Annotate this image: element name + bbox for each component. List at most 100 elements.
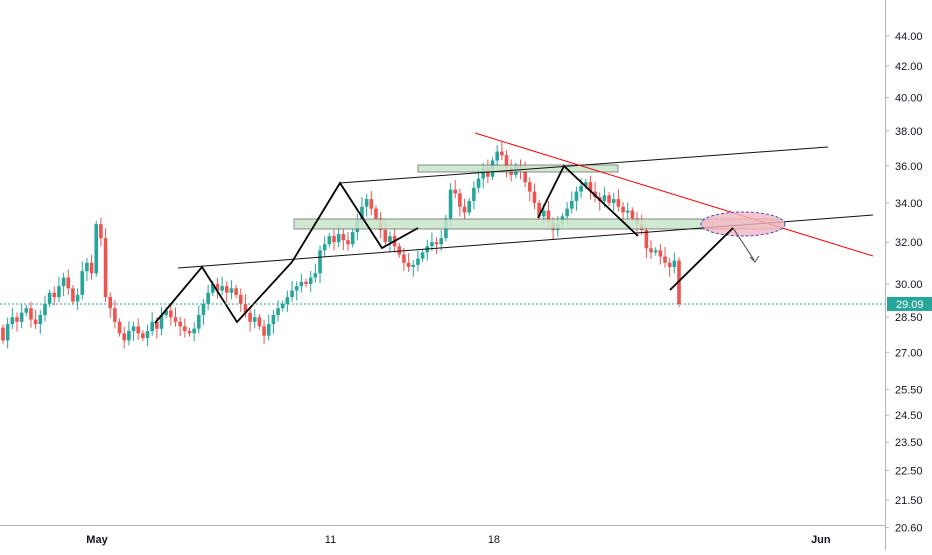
candle [266,314,271,341]
candle [416,250,420,272]
candle [332,229,336,251]
candle-body [495,151,499,161]
candle-body [47,292,52,304]
candle [649,240,653,259]
upper-channel-line [339,146,829,184]
candle-body [420,252,425,259]
candle-body [136,326,140,334]
candle-body [187,331,192,334]
candle-body [159,314,164,329]
candle-body [5,324,10,341]
target-ellipse [700,211,786,237]
candle-body [430,242,434,247]
drawings-layer [0,132,885,324]
candle-body [504,155,509,168]
candle-body [290,290,294,298]
candle [103,228,108,302]
candle-body [183,326,187,332]
candle-body [406,262,411,267]
candle [99,217,103,247]
descending-trendline [474,132,874,257]
candle-body [238,294,243,304]
candle [588,175,593,200]
candle [24,304,29,316]
y-tick-label: 23.50 [895,437,923,449]
candle [434,237,439,254]
candle [294,281,299,301]
candle-body [439,238,444,245]
candle [192,322,196,342]
candle [224,281,229,303]
candle [117,318,122,337]
candle-body [476,178,481,188]
candle-body [374,208,378,219]
candle [663,246,667,268]
candle-body [537,202,541,217]
candle [402,247,406,271]
candle-body [672,260,677,267]
candle-body [611,199,616,203]
candle-body [364,199,369,207]
candle [280,300,285,312]
projection-down [732,227,755,261]
candle-body [346,240,350,245]
price-axis-bg [885,0,932,550]
candle [327,232,332,248]
candle-body [481,167,485,179]
candle [644,225,649,259]
y-tick-label: 22.50 [895,465,923,477]
x-tick-label: May [86,534,108,546]
candle-body [10,317,15,325]
candle [346,232,350,251]
candle-body [280,303,285,309]
candle-body [38,314,43,325]
candle [658,243,663,265]
candle-body [667,262,672,267]
candle-body [224,286,229,293]
candle-body [271,314,276,325]
y-tick-label: 30.00 [895,279,923,291]
candle [257,314,262,330]
candle-body [467,200,472,213]
candle [15,312,19,332]
candle [290,280,294,302]
candle-body [411,264,416,267]
candle [569,191,574,214]
candle-body [127,331,131,341]
candle [458,188,462,217]
candle [528,177,532,202]
candle-body [1,327,5,341]
candle-body [523,171,527,183]
candle [271,310,276,334]
candle-body [131,326,136,332]
candle-body [262,326,266,336]
candle-body [472,187,476,201]
candle-body [332,236,336,243]
candle [229,280,234,300]
candle-body [644,230,649,249]
candle [625,202,630,220]
candle [430,232,434,252]
candle [341,229,346,250]
candle-body [99,224,103,239]
candle-body [178,321,182,327]
candle-body [542,210,546,217]
y-tick-label: 34.00 [895,198,923,210]
candle [611,192,616,212]
candle-body [607,195,611,203]
y-tick-label: 20.60 [895,523,923,535]
candle [220,276,224,296]
candle-body [248,312,252,322]
candle [308,271,313,293]
candle-body [206,292,210,304]
candle [350,228,355,248]
candle-body [579,185,583,192]
candle [420,249,425,262]
y-tick-label: 40.00 [895,93,923,105]
candle [364,194,369,217]
wave-path-2 [537,164,639,237]
candle-body [257,317,262,327]
last-price-label: 29.09 [896,299,924,311]
candle-body [658,250,663,257]
